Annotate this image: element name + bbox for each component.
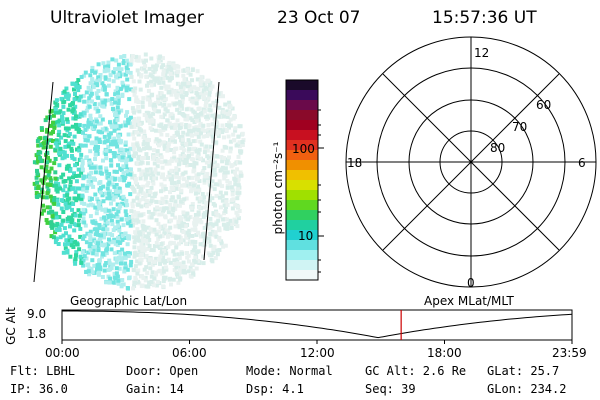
colorbar-units-label: photon cm⁻²s⁻¹ xyxy=(271,141,285,235)
date-label: 23 Oct 07 xyxy=(277,8,361,28)
colorbar-swatch xyxy=(286,130,318,141)
mlt-label-6: 6 xyxy=(578,156,586,170)
colorbar-swatch xyxy=(286,180,318,191)
glon-readout: GLon: 234.2 xyxy=(487,382,567,396)
instrument-title: Ultraviolet Imager xyxy=(50,8,204,28)
mlat-label-70: 70 xyxy=(512,120,528,134)
colorbar xyxy=(285,79,319,281)
geographic-latlon-title: Geographic Lat/Lon xyxy=(70,294,188,308)
colorbar-swatch xyxy=(286,90,318,101)
colorbar-swatch xyxy=(286,230,318,241)
colorbar-swatch xyxy=(286,150,318,161)
colorbar-swatch xyxy=(286,220,318,231)
colorbar-swatch xyxy=(286,200,318,211)
meridian-line xyxy=(33,81,54,283)
gc-alt-tick-9: 9.0 xyxy=(27,307,47,321)
mlt-label-12: 12 xyxy=(474,46,490,60)
time-tick-2359: 23:59 xyxy=(552,346,587,360)
colorbar-swatch xyxy=(286,240,318,251)
uv-earth-image xyxy=(32,52,246,291)
time-label: 15:57:36 UT xyxy=(432,8,537,28)
colorbar-swatch xyxy=(286,170,318,181)
colorbar-swatch xyxy=(286,250,318,261)
gain-readout: Gain: 14 xyxy=(126,382,184,396)
gc-alt-axis-label: GC Alt xyxy=(3,307,18,345)
time-tick-1800: 18:00 xyxy=(427,346,462,360)
colorbar-tick-label-100: 100 xyxy=(292,142,315,156)
mlt-label-0: 0 xyxy=(467,276,475,290)
colorbar-tick-label-10: 10 xyxy=(298,229,314,243)
colorbar-swatch xyxy=(286,160,318,171)
colorbar-swatch xyxy=(286,100,318,111)
colorbar-swatch xyxy=(286,270,318,281)
altitude-timeline-frame xyxy=(61,309,573,341)
polar-mlt-grid xyxy=(345,36,597,288)
colorbar-swatch xyxy=(286,120,318,131)
gc-alt-readout: GC Alt: 2.6 Re xyxy=(365,364,467,378)
door-readout: Door: Open xyxy=(126,364,199,378)
filter-readout: Flt: LBHL xyxy=(10,364,76,378)
time-tick-0600: 06:00 xyxy=(172,346,207,360)
time-tick-1200: 12:00 xyxy=(300,346,335,360)
ip-readout: IP: 36.0 xyxy=(10,382,68,396)
time-tick-0000: 00:00 xyxy=(45,346,80,360)
gc-alt-tick-1-8: 1.8 xyxy=(27,327,47,341)
mode-readout: Mode: Normal xyxy=(246,364,333,378)
mlat-label-80: 80 xyxy=(490,141,506,155)
seq-readout: Seq: 39 xyxy=(365,382,416,396)
colorbar-swatch xyxy=(286,140,318,151)
mlt-label-18: 18 xyxy=(347,156,363,170)
colorbar-swatch xyxy=(286,110,318,121)
colorbar-swatch xyxy=(286,190,318,201)
meridian-line xyxy=(203,81,220,261)
colorbar-swatch xyxy=(286,80,318,91)
mlat-label-60: 60 xyxy=(536,98,552,112)
dsp-readout: Dsp: 4.1 xyxy=(246,382,304,396)
glat-readout: GLat: 25.7 xyxy=(487,364,560,378)
colorbar-swatch xyxy=(286,260,318,271)
apex-mlat-mlt-title: Apex MLat/MLT xyxy=(424,294,514,308)
colorbar-swatch xyxy=(286,210,318,221)
altitude-curve xyxy=(62,310,573,339)
